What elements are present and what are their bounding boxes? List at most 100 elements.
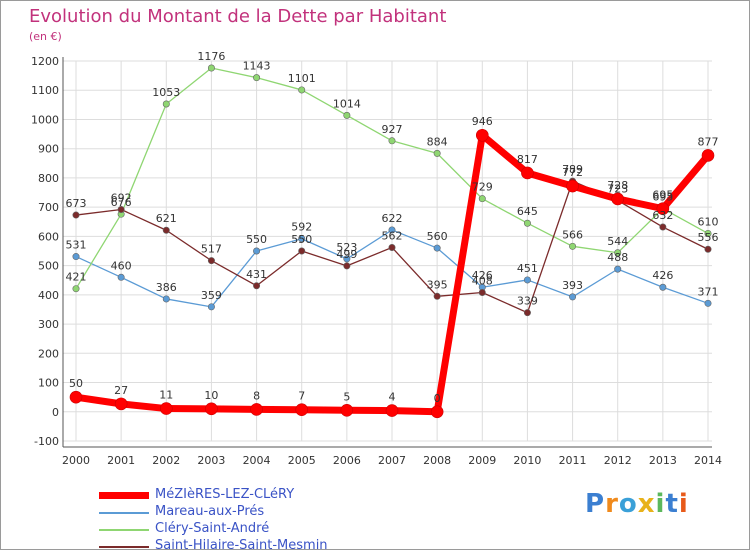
data-label-s2-2000: 421 bbox=[66, 271, 87, 284]
data-label-s3-2005: 550 bbox=[291, 233, 312, 246]
y-tick-label-1200: 1200 bbox=[31, 55, 59, 68]
data-label-s0-2006: 5 bbox=[343, 390, 350, 403]
data-label-s0-2007: 4 bbox=[389, 391, 396, 404]
point-s3-2000 bbox=[72, 211, 80, 219]
logo-letter: i bbox=[655, 489, 666, 519]
data-label-s0-2012: 728 bbox=[607, 179, 628, 192]
y-tick-label-100: 100 bbox=[38, 377, 59, 390]
logo-letter: t bbox=[665, 489, 679, 519]
data-label-s3-2001: 692 bbox=[111, 191, 132, 204]
logo-letter: x bbox=[637, 489, 656, 519]
data-label-s3-2011: 789 bbox=[562, 163, 583, 176]
point-s2-2000 bbox=[72, 285, 80, 293]
point-s3-2003 bbox=[207, 257, 215, 265]
data-label-s0-2003: 10 bbox=[204, 389, 218, 402]
x-tick-label-2003: 2003 bbox=[197, 454, 225, 467]
chart-unit-label: (en €) bbox=[29, 30, 62, 43]
data-label-s3-2013: 632 bbox=[652, 209, 673, 222]
x-tick-label-2002: 2002 bbox=[152, 454, 180, 467]
point-s1-2002 bbox=[162, 295, 170, 303]
point-s0-2009 bbox=[475, 128, 489, 142]
point-s1-2011 bbox=[569, 293, 577, 301]
data-label-s0-2011: 772 bbox=[562, 166, 583, 179]
data-label-s1-2008: 560 bbox=[427, 230, 448, 243]
y-tick-label-600: 600 bbox=[38, 230, 59, 243]
x-tick-label-2012: 2012 bbox=[604, 454, 632, 467]
x-tick-label-2005: 2005 bbox=[288, 454, 316, 467]
x-tick-label-2009: 2009 bbox=[468, 454, 496, 467]
y-tick-label-200: 200 bbox=[38, 347, 59, 360]
point-s0-2004 bbox=[250, 403, 263, 416]
data-label-s2-2009: 729 bbox=[472, 181, 493, 194]
point-s2-2009 bbox=[478, 195, 486, 203]
legend-item-3: Saint-Hilaire-Saint-Mesmin bbox=[99, 538, 419, 555]
point-s1-2008 bbox=[433, 244, 441, 252]
point-s3-2013 bbox=[659, 223, 667, 231]
data-label-s2-2001: 676 bbox=[111, 196, 132, 209]
data-label-s2-2007: 927 bbox=[382, 123, 403, 136]
data-label-s1-2001: 460 bbox=[111, 259, 132, 272]
proxiti-logo: Proxiti bbox=[585, 489, 689, 519]
point-s2-2007 bbox=[388, 137, 396, 145]
point-s2-2004 bbox=[253, 74, 261, 82]
point-s0-2006 bbox=[340, 404, 354, 417]
data-label-s3-2000: 673 bbox=[66, 197, 87, 210]
point-s2-2011 bbox=[569, 242, 577, 250]
legend-label: Cléry-Saint-André bbox=[155, 521, 270, 536]
data-label-s2-2006: 1014 bbox=[333, 97, 361, 110]
data-label-s2-2014: 610 bbox=[698, 215, 719, 228]
legend-item-1: Mareau-aux-Prés bbox=[99, 504, 419, 521]
point-s3-2004 bbox=[253, 282, 261, 290]
legend-label: MéZIèRES-LEZ-CLéRY bbox=[155, 487, 295, 502]
legend: MéZIèRES-LEZ-CLéRY Mareau-aux-Prés Cléry-S… bbox=[99, 487, 419, 555]
point-s2-2003 bbox=[207, 64, 215, 72]
data-label-s0-2000: 50 bbox=[69, 377, 83, 390]
data-label-s3-2006: 499 bbox=[336, 248, 357, 261]
point-s0-2014 bbox=[701, 149, 715, 162]
point-s1-2012 bbox=[614, 265, 622, 273]
y-tick-label--100: -100 bbox=[34, 435, 59, 448]
point-s1-2003 bbox=[207, 303, 215, 311]
data-label-s0-2005: 7 bbox=[298, 390, 305, 403]
logo-letter: r bbox=[605, 489, 619, 519]
point-s0-2005 bbox=[295, 403, 309, 417]
point-s1-2005 bbox=[298, 235, 306, 243]
point-s2-2006 bbox=[343, 111, 351, 119]
data-label-s0-2014: 877 bbox=[698, 135, 719, 148]
point-s1-2001 bbox=[117, 273, 125, 281]
point-s0-2001 bbox=[114, 397, 128, 411]
data-label-s1-2009: 426 bbox=[472, 269, 493, 282]
point-s0-2002 bbox=[159, 402, 173, 415]
data-label-s2-2012: 544 bbox=[607, 235, 628, 248]
data-label-s1-2004: 550 bbox=[246, 233, 267, 246]
point-s3-2008 bbox=[433, 292, 441, 300]
x-tick-label-2011: 2011 bbox=[559, 454, 587, 467]
data-label-s1-2005: 592 bbox=[291, 221, 312, 234]
point-s0-2010 bbox=[521, 166, 534, 180]
x-tick-label-2014: 2014 bbox=[694, 454, 722, 467]
data-label-s1-2010: 451 bbox=[517, 262, 538, 275]
point-s3-2001 bbox=[117, 205, 125, 213]
data-label-s3-2008: 395 bbox=[427, 278, 448, 291]
data-label-s3-2014: 556 bbox=[698, 231, 719, 244]
x-tick-label-2006: 2006 bbox=[333, 454, 361, 467]
data-label-s3-2009: 408 bbox=[472, 275, 493, 288]
point-s0-2007 bbox=[385, 404, 399, 417]
data-label-s0-2009: 946 bbox=[472, 115, 493, 128]
y-tick-label-700: 700 bbox=[38, 201, 59, 214]
data-label-s1-2006: 523 bbox=[336, 241, 357, 254]
logo-letter: i bbox=[678, 489, 689, 519]
data-label-s0-2001: 27 bbox=[114, 384, 128, 397]
chart-title: Evolution du Montant de la Dette par Hab… bbox=[29, 6, 447, 27]
point-s2-2002 bbox=[162, 100, 170, 108]
x-tick-label-2007: 2007 bbox=[378, 454, 406, 467]
y-tick-label-900: 900 bbox=[38, 143, 59, 156]
point-s0-2011 bbox=[566, 179, 579, 193]
y-tick-label-1100: 1100 bbox=[31, 84, 59, 97]
legend-item-2: Cléry-Saint-André bbox=[99, 521, 419, 538]
x-tick-label-2013: 2013 bbox=[649, 454, 677, 467]
data-label-s0-2008: 0 bbox=[434, 392, 441, 405]
point-s0-2000 bbox=[69, 390, 83, 404]
